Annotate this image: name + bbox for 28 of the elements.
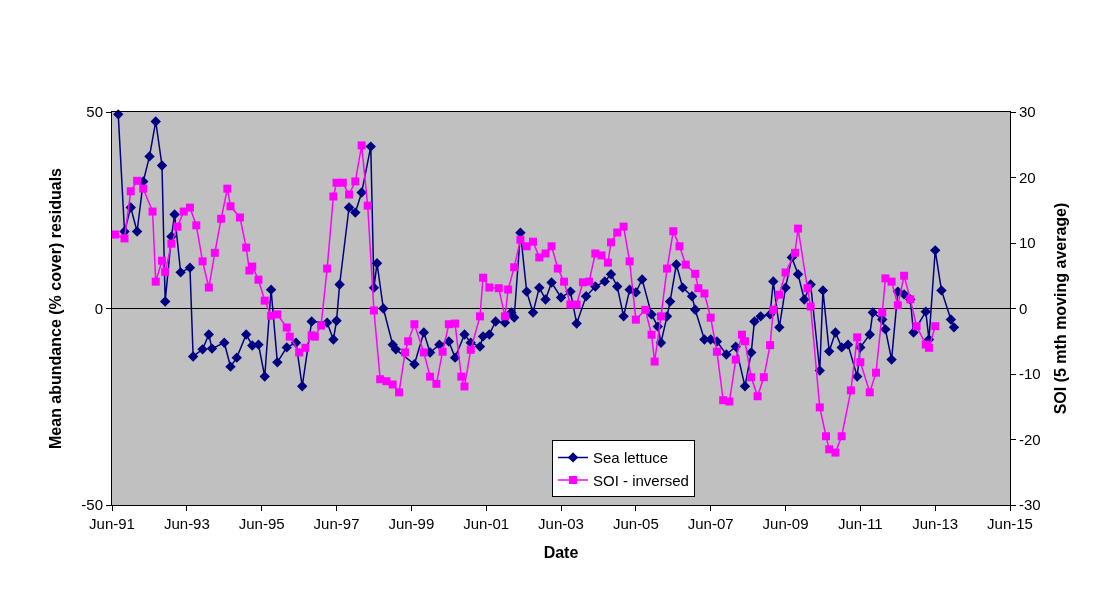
x-tick-label: Jun-09 [762, 515, 809, 532]
y-tick-label: 0 [94, 299, 103, 317]
y2-tick-label: 20 [1019, 168, 1036, 186]
y2-axis-title: SOI (5 mth moving average) [1052, 202, 1070, 415]
x-tick-label: Jun-91 [89, 515, 135, 532]
x-tick-label: Jun-99 [388, 515, 435, 532]
x-tick-label: Jun-11 [837, 515, 883, 532]
x-tick-label: Jun-05 [612, 515, 659, 532]
x-tick-label: Jun-01 [463, 515, 510, 532]
x-tick-label: Jun-03 [538, 515, 584, 532]
y-tick-label: -50 [81, 496, 103, 514]
y2-tick-label: 30 [1019, 103, 1036, 121]
y2-tick-label: -20 [1019, 430, 1041, 448]
y2-tick-label: -30 [1019, 496, 1041, 514]
legend-label: SOI - inversed [593, 471, 689, 489]
x-tick-label: Jun-15 [987, 515, 1033, 532]
legend-label: Sea lettuce [593, 449, 669, 467]
x-axis-title: Date [543, 543, 579, 561]
x-tick-label: Jun-93 [163, 515, 210, 532]
x-tick-label: Jun-95 [238, 515, 285, 532]
y2-tick-label: -10 [1019, 365, 1041, 383]
y2-tick-label: 0 [1019, 299, 1028, 317]
y-tick-label: 50 [86, 103, 103, 121]
y2-tick-label: 10 [1019, 234, 1036, 252]
x-tick-label: Jun-13 [912, 515, 959, 532]
x-tick-label: Jun-07 [687, 515, 734, 532]
y-axis-title: Mean abundance (% cover) residuals [47, 167, 65, 449]
x-tick-label: Jun-97 [313, 515, 360, 532]
